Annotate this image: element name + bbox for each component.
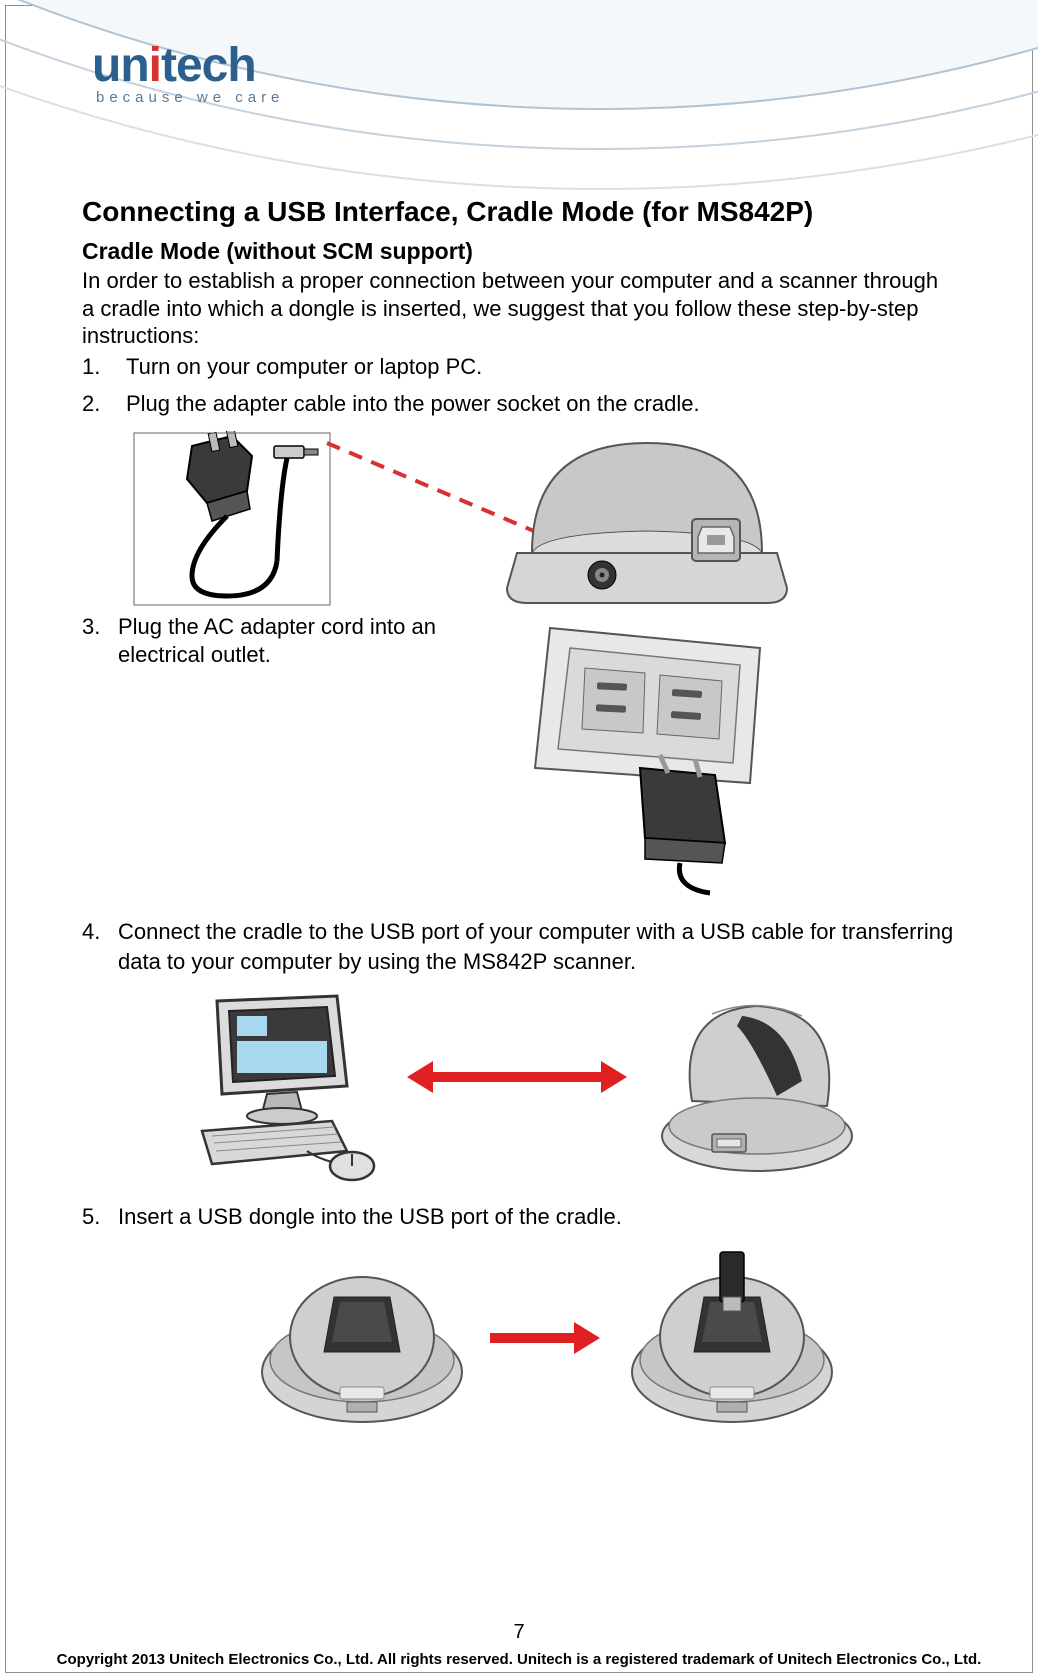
double-arrow-icon: [407, 1061, 627, 1091]
step-5: 5. Insert a USB dongle into the USB port…: [82, 1202, 956, 1232]
step-number: 5.: [82, 1202, 118, 1232]
cradle-rear-illustration: [492, 423, 802, 615]
page-subtitle: Cradle Mode (without SCM support): [82, 238, 956, 265]
brand-logo: unitech because we care: [92, 38, 284, 106]
step-text: Plug the adapter cable into the power so…: [126, 389, 956, 419]
step-text: Plug the AC adapter cord into an electri…: [118, 613, 502, 670]
page-content: Connecting a USB Interface, Cradle Mode …: [82, 196, 956, 1452]
step-text: Insert a USB dongle into the USB port of…: [118, 1202, 956, 1232]
brand-dot-i: i: [149, 39, 161, 92]
step-number: 2.: [82, 389, 126, 419]
step-2-illustration-zone: 3. Plug the AC adapter cord into an elec…: [82, 423, 956, 903]
step-number: 3.: [82, 613, 118, 670]
cradle-top-empty-illustration: [252, 1242, 472, 1442]
brand-wordmark: unitech: [92, 38, 284, 93]
step-text: Connect the cradle to the USB port of yo…: [118, 917, 956, 976]
step-4: 4. Connect the cradle to the USB port of…: [82, 917, 956, 976]
step-2: 2. Plug the adapter cable into the power…: [82, 389, 956, 419]
step-5-illustration-zone: [82, 1242, 956, 1452]
step-number: 4.: [82, 917, 118, 976]
step-3: 3. Plug the AC adapter cord into an elec…: [82, 613, 502, 670]
brand-tagline: because we care: [96, 89, 284, 106]
intro-paragraph: In order to establish a proper connectio…: [82, 267, 956, 350]
ac-adapter-illustration: [132, 431, 332, 607]
step-text: Turn on your computer or laptop PC.: [126, 352, 956, 382]
cradle-side-illustration: [647, 986, 857, 1186]
single-arrow-icon: [490, 1322, 600, 1352]
outlet-illustration: [500, 613, 800, 903]
step-1: 1. Turn on your computer or laptop PC.: [82, 352, 956, 382]
step-4-illustration-zone: [82, 986, 956, 1196]
step-number: 1.: [82, 352, 126, 382]
copyright-footer: Copyright 2013 Unitech Electronics Co., …: [0, 1651, 1038, 1668]
brand-text-pre: un: [92, 39, 149, 92]
page-number: 7: [0, 1621, 1038, 1644]
brand-text-post: tech: [161, 39, 256, 92]
computer-illustration: [187, 986, 387, 1186]
page-title: Connecting a USB Interface, Cradle Mode …: [82, 196, 956, 228]
cradle-top-dongle-illustration: [622, 1242, 842, 1442]
